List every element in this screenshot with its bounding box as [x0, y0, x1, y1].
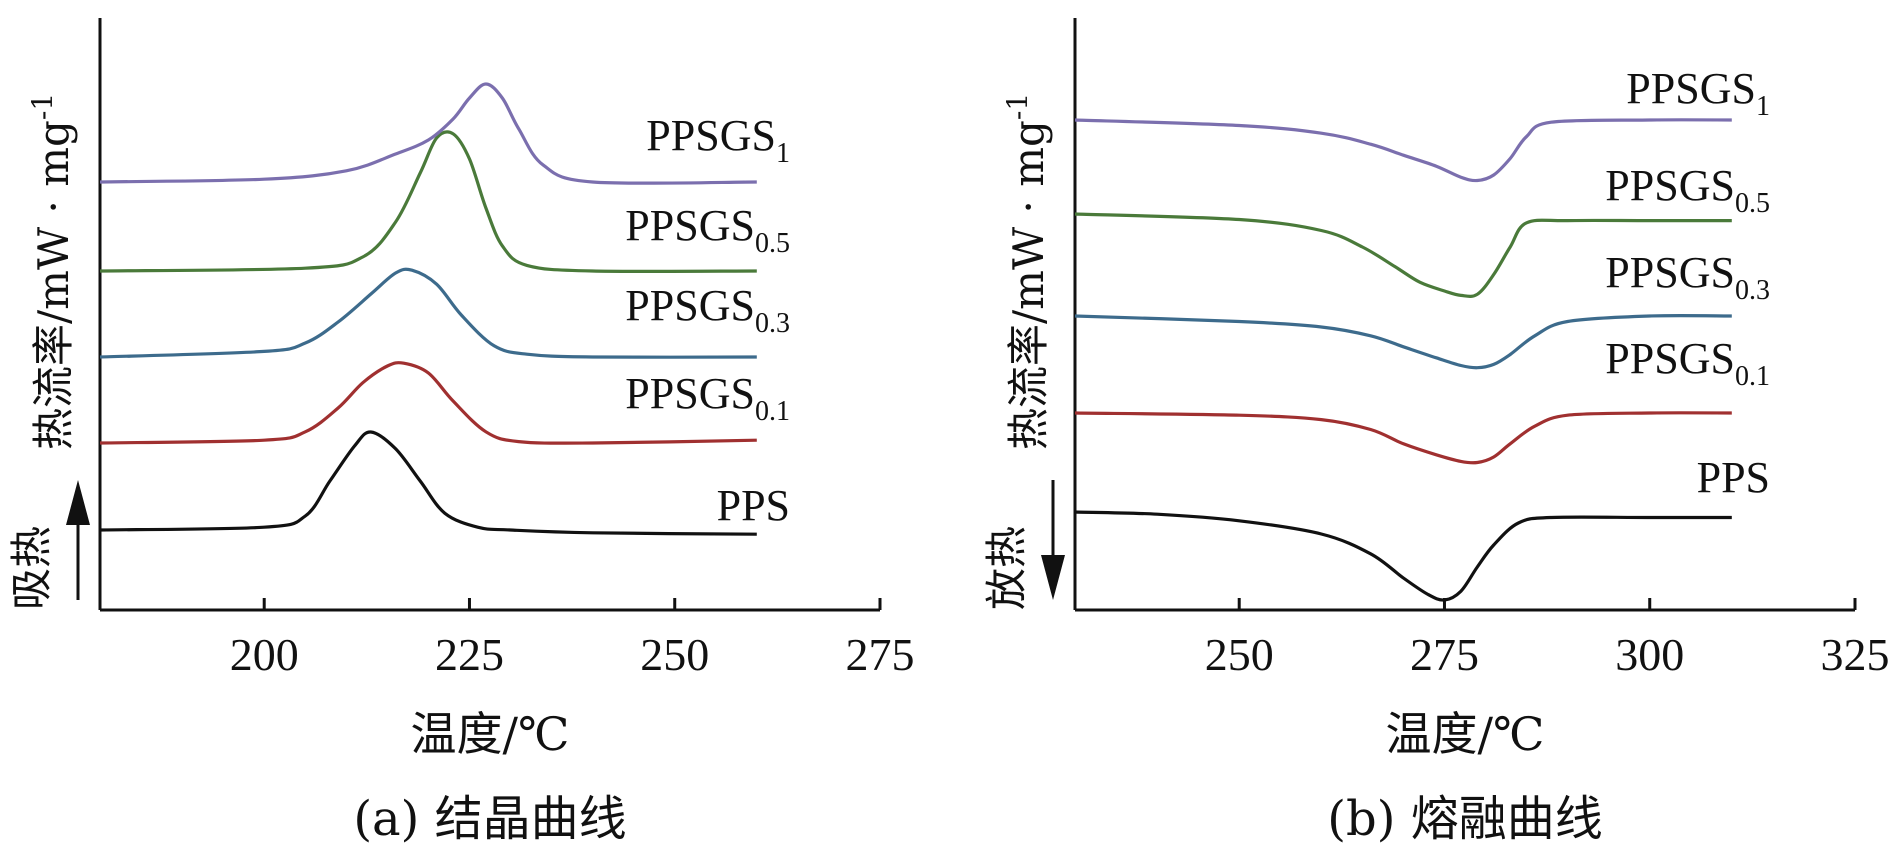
series-label: PPSGS1	[646, 111, 790, 169]
panel-a-x-axis-label: 温度/℃	[411, 707, 570, 761]
series-line-ppsgs0-1	[99, 361, 757, 445]
panel-a-series-lines	[99, 82, 757, 536]
x-tick-label: 275	[846, 629, 915, 680]
series-label: PPSGS0.1	[625, 369, 790, 427]
panel-a-x-ticks: 200 225 250 275	[230, 598, 915, 680]
panel-crystallization: 200 225 250 275 PPS PPSGS0.1 PPSGS0.3 PPSGS0.5…	[7, 18, 915, 847]
x-tick-label: 275	[1410, 629, 1479, 680]
panel-a-y-axis-label: 热流率/mW · mg-1	[26, 93, 78, 450]
series-label: PPSGS0.3	[625, 281, 790, 339]
series-line-pps	[99, 430, 757, 536]
series-line-ppsgs1	[1074, 118, 1732, 183]
x-tick-label: 250	[640, 629, 709, 680]
panel-b-x-ticks: 250 275 300 325	[1205, 598, 1890, 680]
panel-b-caption: (b) 熔融曲线	[1327, 791, 1602, 847]
x-tick-label: 300	[1615, 629, 1684, 680]
panel-melting: 250 275 300 325 PPS PPSGS0.1 PPSGS0.3 PPSGS0.5…	[982, 18, 1890, 847]
series-label: PPSGS0.5	[625, 201, 790, 259]
x-tick-label: 325	[1821, 629, 1890, 680]
panel-b-x-axis-label: 温度/℃	[1386, 707, 1545, 761]
panel-b-y-axis-label-superscript: -1	[1001, 93, 1034, 120]
series-line-ppsgs0-5	[1074, 212, 1732, 298]
series-line-pps	[1074, 510, 1732, 602]
panel-a-y-axis-label-superscript: -1	[26, 93, 59, 120]
series-line-ppsgs0-1	[1074, 411, 1732, 465]
series-line-ppsgs1	[99, 82, 757, 185]
panel-a-direction-label: 吸热	[7, 526, 56, 610]
panel-b-series-labels: PPS PPSGS0.1 PPSGS0.3 PPSGS0.5 PPSGS1	[1605, 64, 1770, 502]
x-tick-label: 250	[1205, 629, 1274, 680]
panel-b-y-axis-label: 热流率/mW · mg-1	[1001, 93, 1053, 450]
series-line-ppsgs0-3	[99, 267, 757, 359]
panel-b-series-lines	[1074, 118, 1732, 602]
series-label: PPS	[717, 481, 790, 530]
series-label: PPSGS0.3	[1605, 248, 1770, 306]
series-label: PPSGS0.5	[1605, 161, 1770, 219]
series-line-ppsgs0-5	[99, 130, 757, 273]
series-label: PPS	[1697, 453, 1770, 502]
panel-b-direction-label: 放热	[982, 526, 1031, 610]
panel-a-direction-arrow	[66, 480, 90, 600]
series-label: PPSGS1	[1626, 64, 1770, 122]
x-tick-label: 200	[230, 629, 299, 680]
series-label: PPSGS0.1	[1605, 334, 1770, 392]
series-line-ppsgs0-3	[1074, 314, 1732, 370]
x-tick-label: 225	[435, 629, 504, 680]
panel-b-direction-arrow	[1041, 480, 1065, 600]
panel-a-caption: (a) 结晶曲线	[353, 791, 626, 847]
panel-a-series-labels: PPS PPSGS0.1 PPSGS0.3 PPSGS0.5 PPSGS1	[625, 111, 790, 530]
